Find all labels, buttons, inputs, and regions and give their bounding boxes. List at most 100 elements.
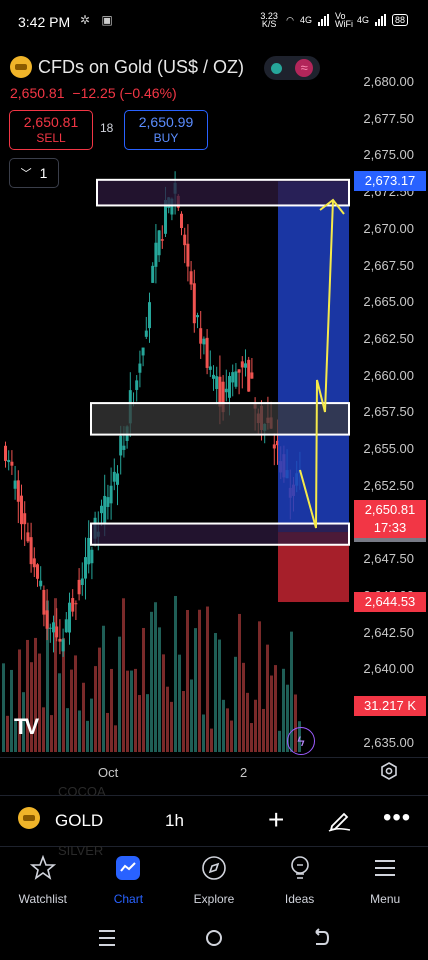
buy-button[interactable]: 2,650.99 BUY <box>124 110 208 150</box>
volume-bar <box>46 600 49 752</box>
candle-body <box>154 242 158 267</box>
candle-body <box>234 371 238 387</box>
nav-label: Ideas <box>284 892 315 906</box>
volume-bar <box>14 721 17 752</box>
candle-body <box>164 200 167 234</box>
symbol-name-button[interactable]: GOLD <box>55 811 104 830</box>
nav-label: Menu <box>370 892 401 906</box>
volume-bar <box>146 694 149 752</box>
price-zone-box <box>90 522 350 546</box>
wifi-icon: ◠ <box>286 14 294 25</box>
volume-bar <box>34 637 37 752</box>
candle-body <box>116 473 119 485</box>
volume-bar <box>282 668 285 752</box>
y-tick-label: 2,660.00 <box>363 367 414 383</box>
symbol-header[interactable]: CFDs on Gold (US$ / OZ) <box>10 56 244 78</box>
home-icon[interactable] <box>206 930 222 946</box>
candle-body <box>212 374 215 379</box>
chevron-down-icon: ﹀ <box>20 168 32 180</box>
candle-body <box>151 265 155 283</box>
candle-body <box>221 381 225 413</box>
candle-body <box>205 337 209 368</box>
candle-body <box>71 598 75 612</box>
candle-body <box>58 638 62 642</box>
y-tick-label: 2,647.50 <box>363 551 414 567</box>
market-status-pill[interactable]: ≈ <box>264 56 320 80</box>
ghost-symbol-above: COCOA <box>58 784 106 799</box>
y-tick-label: 2,642.50 <box>363 624 414 640</box>
more-options-icon[interactable]: ••• <box>383 804 412 831</box>
volume-bar <box>162 654 165 752</box>
candle-body <box>218 376 222 407</box>
chart-icon <box>116 856 141 880</box>
volume-bar <box>278 730 281 752</box>
candle-body <box>4 445 7 461</box>
nav-menu[interactable]: Menu <box>342 850 428 914</box>
sell-button[interactable]: 2,650.81 SELL <box>9 110 93 150</box>
nav-label: Explore <box>193 892 235 906</box>
candle-body <box>90 549 94 564</box>
candle-body <box>228 376 231 398</box>
candle-body <box>26 532 30 542</box>
volume-bar <box>230 720 233 752</box>
volume-bar <box>66 708 69 752</box>
nav-explore[interactable]: Explore <box>171 850 257 914</box>
back-icon[interactable] <box>315 928 330 945</box>
candle-body <box>7 459 11 463</box>
volume-bar <box>266 644 269 752</box>
nav-ideas[interactable]: Ideas <box>257 850 343 914</box>
volume-bar <box>182 691 185 752</box>
star-icon <box>29 855 56 880</box>
volume-bar <box>290 631 293 752</box>
status-bar: 3:42 PM ✲ ▣ 3.23 K/S ◠ 4G Vo WiFi 4G 88 <box>0 0 428 44</box>
market-open-dot-icon <box>270 62 282 74</box>
price-chart[interactable] <box>0 0 428 757</box>
volume-bar <box>118 636 121 752</box>
candle-body <box>103 495 107 523</box>
lte-label-1: 4G <box>299 15 312 25</box>
recent-apps-icon[interactable] <box>99 930 115 946</box>
volume-bar <box>2 663 5 752</box>
candle-body <box>215 376 219 389</box>
volume-bar <box>42 707 45 752</box>
volume-bar <box>58 673 61 752</box>
signal-icon-2 <box>374 14 386 26</box>
nav-chart[interactable]: Chart <box>86 850 172 914</box>
buy-price: 2,650.99 <box>138 114 194 130</box>
current-price-tag: 2,650.81 <box>354 499 426 520</box>
candle-body <box>199 328 203 344</box>
lte-label-2: 4G <box>356 15 369 25</box>
wave-icon: ≈ <box>295 59 314 77</box>
volume-bar <box>254 699 257 752</box>
gold-bars-icon <box>10 56 32 78</box>
net-speed: 3.23 K/S <box>260 11 278 29</box>
add-icon[interactable]: + <box>268 804 285 835</box>
nav-watchlist[interactable]: Watchlist <box>0 850 86 914</box>
volte-label-1: Vo WiFi <box>334 11 353 29</box>
candle-body <box>48 627 52 629</box>
candle-body <box>183 234 187 246</box>
drawing-pen-icon[interactable] <box>326 806 352 832</box>
y-tick-label: 2,675.00 <box>363 147 414 163</box>
volume-bar <box>38 653 41 752</box>
volume-bar <box>226 708 229 752</box>
candle-body <box>64 619 68 633</box>
interval-button[interactable]: 1h <box>165 811 184 830</box>
lightning-icon[interactable]: ϟ <box>287 727 315 755</box>
take-profit-tag: 2,673.17 <box>354 171 426 192</box>
volume-bar <box>150 611 153 752</box>
candle-body <box>77 579 81 595</box>
price-change-line: 2,650.81 −12.25 (−0.46%) <box>10 85 177 101</box>
volume-bar <box>234 656 237 752</box>
candle-body <box>180 213 183 229</box>
volume-bar <box>270 675 273 752</box>
volume-bar <box>218 639 221 752</box>
ghost-symbol-below: SILVER <box>58 843 104 858</box>
indicators-toggle-button[interactable]: ﹀ 1 <box>9 158 59 188</box>
volume-bar <box>126 670 129 752</box>
volume-bar <box>262 708 265 752</box>
chart-settings-icon[interactable] <box>380 762 398 780</box>
candle-body <box>276 440 279 446</box>
candle-body <box>247 359 251 392</box>
volume-bar <box>274 665 277 752</box>
